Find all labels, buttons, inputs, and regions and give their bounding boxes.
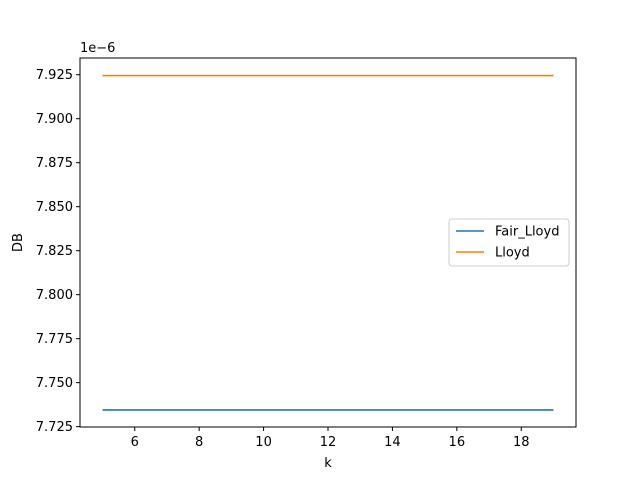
- y-tick-label: 7.850: [36, 200, 73, 215]
- y-axis-label: DB: [11, 233, 26, 252]
- x-tick-label: 8: [195, 435, 203, 450]
- y-tick-label: 7.875: [36, 156, 73, 171]
- x-tick-label: 6: [131, 435, 139, 450]
- y-tick-label: 7.925: [36, 68, 73, 83]
- legend-label: Lloyd: [495, 246, 530, 261]
- plot-frame: [79, 57, 577, 428]
- y-tick-label: 7.750: [36, 376, 73, 391]
- y-tick-label: 7.900: [36, 112, 73, 127]
- y-tick-label: 7.825: [36, 244, 73, 259]
- x-tick-label: 18: [513, 435, 530, 450]
- y-tick-label: 7.775: [36, 332, 73, 347]
- x-tick-label: 14: [384, 435, 401, 450]
- legend: Fair_Lloyd Lloyd: [448, 218, 570, 267]
- y-axis-offset-label: 1e−6: [80, 41, 115, 56]
- x-tick-label: 16: [449, 435, 466, 450]
- y-tick-label: 7.800: [36, 288, 73, 303]
- y-axis-ticks: 7.725 7.750 7.775 7.800 7.825 7.850 7.875 7.900…: [36, 68, 80, 435]
- x-tick-label: 10: [255, 435, 272, 450]
- legend-label: Fair_Lloyd: [495, 225, 559, 240]
- series-layer: [102, 74, 554, 411]
- x-axis-ticks: 6 8 10 12 14 16 18: [131, 427, 530, 450]
- x-axis-label: k: [324, 456, 332, 471]
- x-tick-label: 12: [320, 435, 337, 450]
- y-tick-label: 7.725: [36, 420, 73, 435]
